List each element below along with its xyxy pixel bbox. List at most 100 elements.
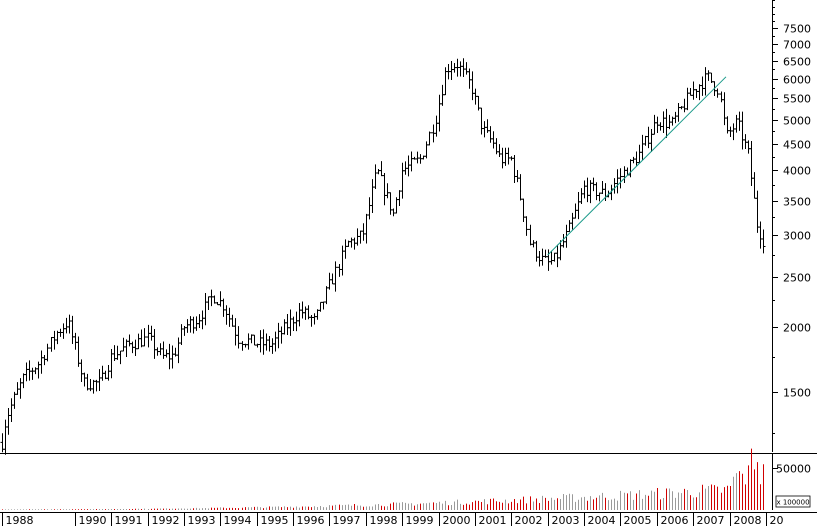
price-bar: [734, 114, 739, 133]
price-bar: [600, 180, 605, 195]
price-bar: [124, 339, 129, 357]
price-bar: [324, 286, 329, 305]
price-bar: [640, 134, 645, 161]
price-bar: [6, 407, 11, 435]
price-bar: [470, 71, 475, 101]
price-bar: [500, 147, 505, 169]
price-bar: [397, 190, 402, 207]
price-bar: [236, 326, 241, 349]
price-bar: [746, 140, 751, 154]
price-bar: [755, 190, 760, 233]
price-bar: [33, 367, 38, 375]
price-bar: [643, 135, 648, 146]
price-tick-label: 5000: [783, 115, 811, 128]
price-bar: [97, 369, 102, 392]
price-bar: [761, 229, 766, 254]
price-bar: [406, 155, 411, 177]
price-bar: [233, 318, 238, 346]
price-bar: [373, 164, 378, 190]
price-bar: [743, 134, 748, 149]
price-bar: [337, 263, 342, 277]
price-bar: [573, 203, 578, 219]
price-bar: [279, 326, 284, 344]
price-bar: [679, 106, 684, 110]
price-bar: [391, 208, 396, 217]
price-bar: [64, 317, 69, 334]
price-bar: [249, 334, 254, 344]
price-bar: [206, 296, 211, 310]
price-bar: [161, 341, 166, 359]
price-bar: [685, 87, 690, 111]
price-bar: [570, 212, 575, 230]
time-tick-label: 1990: [79, 514, 107, 526]
price-bar: [258, 330, 263, 353]
price-bar: [142, 328, 147, 347]
price-bar: [133, 339, 138, 356]
price-bar: [458, 61, 463, 77]
price-bar: [297, 303, 302, 327]
time-tick-label: 1988: [6, 514, 34, 526]
price-bar: [209, 289, 214, 307]
price-bar: [537, 251, 542, 267]
price-bar: [333, 261, 338, 292]
price-bar: [252, 334, 257, 346]
price-bar: [139, 329, 144, 348]
volume-panel: [0, 448, 817, 510]
price-bar: [512, 154, 517, 184]
price-bar: [152, 329, 157, 359]
price-bars: [0, 58, 766, 455]
price-bar: [118, 350, 123, 365]
price-bar: [149, 325, 154, 341]
trendline: [547, 76, 727, 256]
price-bar: [240, 341, 245, 351]
price-bar: [361, 223, 366, 241]
price-bar: [731, 123, 736, 141]
price-bar: [461, 58, 466, 77]
price-bar: [464, 62, 469, 75]
price-bar: [697, 84, 702, 101]
time-tick-label: 2001: [479, 514, 507, 526]
time-tick-label: 2006: [661, 514, 689, 526]
price-bar: [76, 336, 81, 367]
price-tick-label: 4500: [783, 139, 811, 152]
price-tick-label: 3500: [783, 196, 811, 209]
price-bar: [246, 333, 251, 350]
price-bar: [82, 372, 87, 387]
price-bar: [267, 335, 272, 352]
price-bar: [330, 273, 335, 285]
price-bar: [427, 131, 432, 146]
price-bar: [30, 367, 35, 380]
price-bar: [67, 314, 72, 334]
price-bar: [300, 301, 305, 319]
price-bar: [622, 166, 627, 184]
price-bar: [340, 245, 345, 276]
price-bar: [136, 333, 141, 350]
price-bar: [188, 316, 193, 333]
price-bar: [276, 322, 281, 349]
price-bar: [518, 174, 523, 201]
price-bar: [691, 81, 696, 100]
price-bar: [682, 98, 687, 113]
price-bar: [49, 336, 54, 352]
price-bar: [349, 237, 354, 248]
price-bar: [376, 169, 381, 175]
time-tick-label: 2007: [697, 514, 725, 526]
price-bar: [521, 198, 526, 223]
price-bar: [440, 84, 445, 106]
time-tick-label: 20: [770, 514, 784, 526]
price-bar: [227, 307, 232, 327]
price-bar: [400, 162, 405, 199]
price-bar: [285, 314, 290, 336]
price-bar: [179, 324, 184, 345]
price-bar: [434, 115, 439, 137]
price-bar: [722, 92, 727, 126]
price-bar: [582, 180, 587, 199]
volume-axis: 50000 x 100000: [772, 453, 811, 510]
price-bar: [528, 224, 533, 246]
price-bar: [218, 291, 223, 307]
volume-unit-box: [775, 495, 811, 508]
price-bar: [646, 126, 651, 149]
price-tick-label: 1500: [783, 387, 811, 400]
price-bar: [273, 331, 278, 352]
price-tick-label: 4000: [783, 165, 811, 178]
